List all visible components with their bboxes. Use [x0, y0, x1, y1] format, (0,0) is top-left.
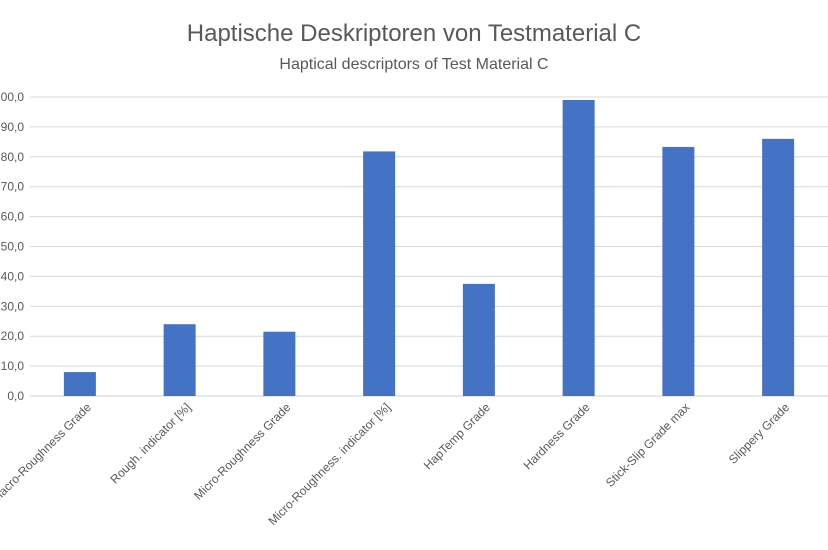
bar: [363, 151, 396, 396]
y-tick-label: 100,0: [0, 90, 24, 104]
x-category-label: HapTemp Grade: [421, 400, 493, 472]
bar: [163, 324, 196, 396]
y-tick-label: 30,0: [1, 299, 25, 313]
chart-subtitle: Haptical descriptors of Test Material C: [279, 56, 549, 73]
y-tick-label: 70,0: [1, 180, 25, 194]
bar: [762, 138, 795, 397]
bar: [562, 99, 595, 397]
y-tick-label: 40,0: [1, 269, 25, 283]
x-category-label: Hardness Grade: [521, 400, 593, 472]
y-axis-tick-labels: 0,0 10,0 20,0 30,0 40,0 50,0 60,0 70,0 80,0 90,0 1…: [0, 90, 24, 403]
bar: [63, 372, 96, 396]
x-category-label: Macro-Roughness Grade: [0, 400, 94, 505]
chart-title: Haptische Deskriptoren von Testmaterial …: [186, 20, 642, 47]
x-category-label: Rough. indicator [%]: [107, 400, 193, 486]
x-category-label: Micro-Roughness Grade: [191, 400, 294, 503]
y-tick-label: 0,0: [7, 389, 24, 403]
x-category-label: Micro-Roughness. indicator [%]: [265, 400, 393, 528]
y-tick-label: 10,0: [1, 359, 25, 373]
gridlines: [30, 96, 828, 397]
bars: [63, 99, 795, 397]
y-tick-label: 90,0: [1, 120, 25, 134]
y-tick-label: 60,0: [1, 210, 25, 224]
x-axis-category-labels: Macro-Roughness Grade Rough. indicator [%…: [0, 400, 792, 528]
y-tick-label: 50,0: [1, 240, 25, 254]
bar: [662, 146, 695, 396]
bar: [462, 283, 495, 396]
bar: [263, 331, 296, 396]
x-category-label: Slippery Grade: [726, 400, 793, 467]
y-tick-label: 80,0: [1, 150, 25, 164]
y-tick-label: 20,0: [1, 329, 25, 343]
x-category-label: Stick-Slip Grade max: [603, 400, 693, 490]
